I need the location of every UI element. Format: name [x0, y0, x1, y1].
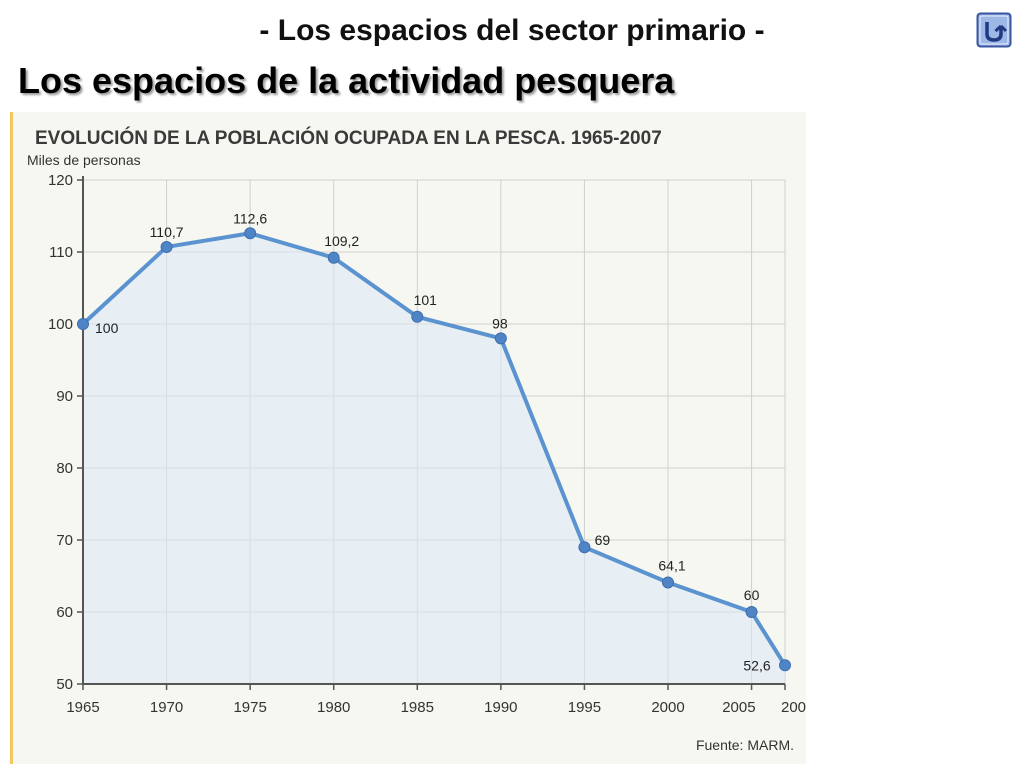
y-tick-label: 110	[49, 244, 73, 261]
y-axis-unit-label: Miles de personas	[27, 152, 141, 168]
series-area	[83, 233, 785, 684]
data-label: 64,1	[658, 557, 685, 573]
data-label: 110,7	[150, 224, 184, 240]
x-tick-label: 2000	[651, 699, 684, 716]
series-line	[81, 231, 787, 667]
x-tick-label: 1975	[233, 699, 266, 716]
data-point	[327, 251, 340, 264]
y-tick-label: 90	[56, 388, 73, 405]
y-tick-label: 120	[48, 172, 73, 189]
y-tick-label: 60	[56, 604, 73, 621]
data-point	[411, 310, 424, 323]
data-point	[578, 541, 591, 554]
data-label: 98	[492, 315, 508, 331]
line-chart: EVOLUCIÓN DE LA POBLACIÓN OCUPADA EN LA …	[27, 127, 806, 753]
data-label: 52,6	[743, 657, 770, 673]
y-tick-label: 80	[56, 460, 73, 477]
slide-title: Los espacios de la actividad pesquera	[18, 60, 675, 101]
data-point	[244, 227, 257, 240]
chart-title: EVOLUCIÓN DE LA POBLACIÓN OCUPADA EN LA …	[35, 127, 662, 149]
data-point	[745, 606, 758, 618]
x-tick-label: 1985	[401, 699, 434, 716]
back-button[interactable]	[976, 12, 1012, 48]
x-tick-label: 1980	[317, 699, 350, 716]
data-point	[77, 318, 89, 330]
data-label: 69	[595, 532, 611, 548]
x-tick-label: 2007	[781, 699, 806, 716]
data-label: 100	[95, 320, 119, 336]
label-layer: 100 110,7 112,6 109,2 101 98 69 64,1 60 52,6	[95, 210, 771, 673]
area-layer	[83, 233, 785, 684]
y-tick-label: 70	[56, 532, 73, 549]
y-tick-label: 50	[56, 676, 73, 693]
x-tick-label: 2005	[722, 699, 755, 716]
x-tick-label: 1970	[150, 699, 183, 716]
x-tick-label: 1990	[484, 699, 517, 716]
data-point	[160, 240, 173, 253]
data-point	[494, 332, 507, 345]
x-tick-label: 1965	[66, 699, 99, 716]
data-label: 112,6	[233, 210, 267, 226]
data-label: 109,2	[324, 233, 359, 249]
data-point	[779, 659, 791, 672]
point-layer	[77, 227, 791, 672]
slide-subtitle: - Los espacios del sector primario -	[259, 14, 765, 47]
data-label: 101	[414, 292, 438, 308]
chart-source: Fuente: MARM.	[696, 737, 794, 753]
chart-panel: EVOLUCIÓN DE LA POBLACIÓN OCUPADA EN LA …	[10, 112, 806, 764]
x-tick-label: 1995	[568, 699, 601, 716]
axis-layer: 50 60 70 80 90 100 110 120 1965 1970 1975 1980 1985 1…	[48, 172, 806, 716]
data-label: 60	[744, 587, 760, 603]
data-point	[662, 576, 674, 589]
y-tick-label: 100	[48, 316, 73, 333]
return-arrow-icon	[976, 12, 1012, 48]
line-layer	[81, 231, 787, 667]
